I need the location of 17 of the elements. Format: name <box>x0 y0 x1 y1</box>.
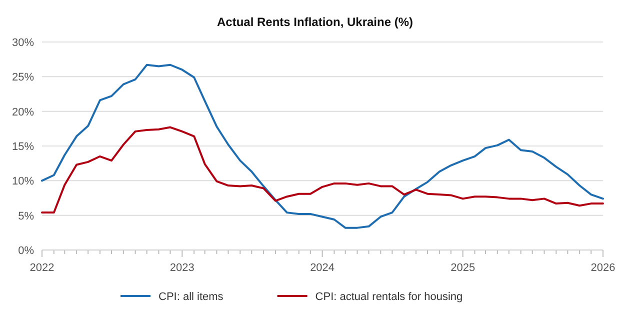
x-tick-label: 2026 <box>590 262 616 274</box>
y-tick-label: 30% <box>12 37 34 49</box>
chart-title: Actual Rents Inflation, Ukraine (%) <box>216 15 414 29</box>
y-tick-label: 20% <box>12 106 34 118</box>
y-tick-label: 0% <box>18 245 34 257</box>
x-tick-label: 2024 <box>310 262 335 274</box>
x-tick-label: 2023 <box>170 262 194 274</box>
legend-label: CPI: all items <box>158 291 224 303</box>
line-series <box>41 126 604 214</box>
y-tick-label: 5% <box>18 210 34 222</box>
y-tick-label: 15% <box>12 141 34 153</box>
y-tick-label: 10% <box>12 176 34 188</box>
x-tick-label: 2022 <box>30 262 54 274</box>
legend-label: CPI: actual rentals for housing <box>315 291 463 303</box>
line-series <box>41 64 604 229</box>
y-tick-label: 25% <box>12 72 34 84</box>
x-tick-label: 2025 <box>450 262 476 274</box>
